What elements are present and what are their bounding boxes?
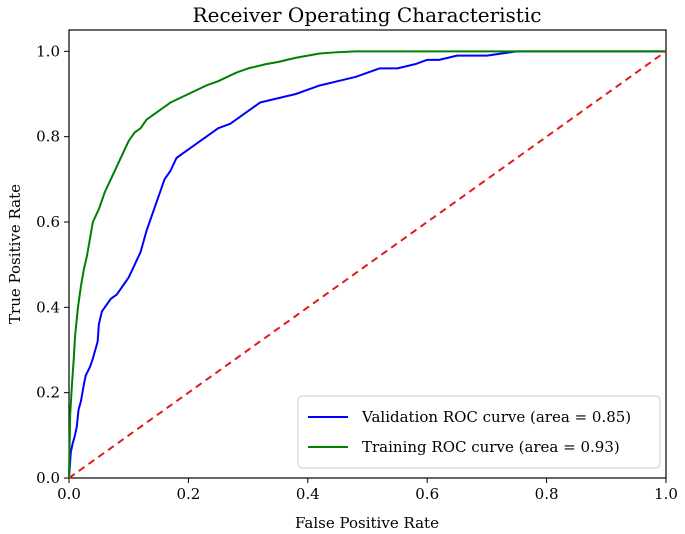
x-axis-ticks: 0.0 0.2 0.4 0.6 0.8 1.0	[57, 478, 678, 503]
y-tick-label: 0.4	[36, 298, 60, 316]
x-tick-label: 0.0	[57, 485, 81, 503]
legend: Validation ROC curve (area = 0.85) Train…	[297, 395, 661, 469]
x-tick-label: 0.8	[535, 485, 559, 503]
y-tick-label: 0.8	[36, 128, 60, 146]
x-tick-label: 1.0	[654, 485, 678, 503]
legend-label-training: Training ROC curve (area = 0.93)	[362, 438, 620, 456]
y-tick-label: 0.6	[36, 213, 60, 231]
y-tick-label: 0.0	[36, 469, 60, 487]
plot-area	[68, 29, 667, 479]
legend-box	[297, 395, 661, 469]
x-axis-label: False Positive Rate	[295, 514, 439, 532]
y-tick-label: 0.2	[36, 384, 60, 402]
plot-frame	[68, 29, 667, 479]
chart-title: Receiver Operating Characteristic	[193, 3, 542, 27]
x-tick-label: 0.4	[296, 485, 320, 503]
legend-label-validation: Validation ROC curve (area = 0.85)	[361, 408, 631, 426]
y-axis-ticks: 0.0 0.2 0.4 0.6 0.8 1.0	[36, 42, 69, 487]
chance-diagonal-line	[68, 50, 667, 479]
training-roc-curve	[68, 50, 666, 479]
validation-roc-curve	[68, 50, 666, 479]
x-tick-label: 0.6	[415, 485, 439, 503]
y-axis-label: True Positive Rate	[6, 184, 24, 324]
series-layer	[68, 50, 667, 479]
x-tick-label: 0.2	[176, 485, 200, 503]
y-tick-label: 1.0	[36, 42, 60, 60]
